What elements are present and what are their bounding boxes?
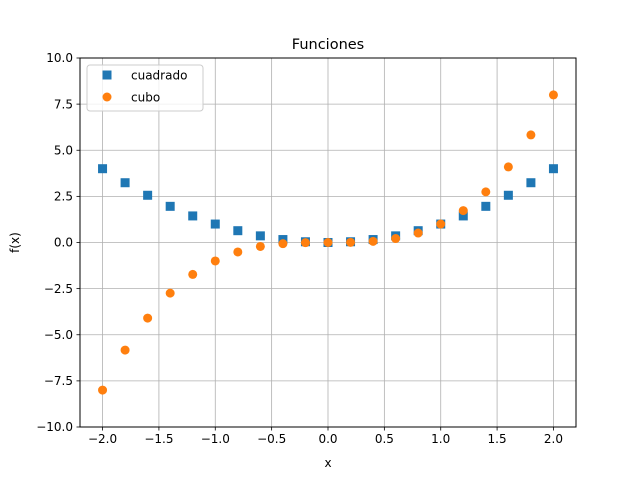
data-point-cubo xyxy=(188,269,198,279)
data-point-cuadrado xyxy=(143,190,153,200)
y-tick-label: −7.5 xyxy=(44,374,73,388)
data-point-cubo xyxy=(458,206,468,216)
x-tick-label: −1.0 xyxy=(201,432,230,446)
legend: cuadrado cubo xyxy=(86,64,204,112)
y-tick-label: −2.5 xyxy=(44,282,73,296)
data-point-cuadrado xyxy=(165,201,175,211)
legend-label-cubo: cubo xyxy=(131,91,160,105)
x-axis-label: x xyxy=(324,456,331,470)
y-tick-label: 0.0 xyxy=(54,236,73,250)
chart-title: Funciones xyxy=(292,37,364,53)
y-axis-label: f(x) xyxy=(8,232,22,253)
legend-label-cuadrado: cuadrado xyxy=(131,69,187,83)
data-point-cuadrado xyxy=(255,231,265,241)
data-points xyxy=(98,90,558,395)
x-tick-label: 1.5 xyxy=(488,432,507,446)
x-tick-label: 0.0 xyxy=(318,432,337,446)
x-tick-label: −0.5 xyxy=(257,432,286,446)
legend-marker-cuadrado xyxy=(102,70,112,80)
y-tick-label: −5.0 xyxy=(44,328,73,342)
data-point-cuadrado xyxy=(548,164,558,174)
data-point-cubo xyxy=(143,313,153,323)
data-point-cubo xyxy=(526,130,536,140)
x-tick-label: 0.5 xyxy=(375,432,394,446)
y-tick-label: 10.0 xyxy=(46,51,73,65)
data-point-cubo xyxy=(368,236,378,246)
data-point-cuadrado xyxy=(503,190,513,200)
data-point-cubo xyxy=(210,256,220,266)
data-point-cuadrado xyxy=(233,226,243,236)
x-axis-ticks: −2.0 −1.5 −1.0 −0.5 0.0 0.5 1.0 1.5 2.0 xyxy=(88,427,563,446)
data-point-cubo xyxy=(300,238,310,248)
x-tick-label: −2.0 xyxy=(88,432,117,446)
data-point-cubo xyxy=(503,162,513,172)
data-point-cubo xyxy=(548,90,558,100)
data-point-cubo xyxy=(120,345,130,355)
data-point-cuadrado xyxy=(481,201,491,211)
data-point-cubo xyxy=(98,385,108,395)
y-tick-label: 7.5 xyxy=(54,97,73,111)
data-point-cubo xyxy=(323,238,333,247)
data-point-cubo xyxy=(278,239,288,249)
data-point-cubo xyxy=(233,247,243,257)
x-tick-label: −1.5 xyxy=(144,432,173,446)
data-point-cubo xyxy=(436,219,446,229)
data-point-cubo xyxy=(165,288,175,298)
y-axis-ticks: −10.0 −7.5 −5.0 −2.5 0.0 2.5 5.0 7.5 10.0 xyxy=(36,51,80,434)
data-point-cuadrado xyxy=(98,164,108,174)
series-cubo xyxy=(98,90,558,395)
data-point-cuadrado xyxy=(188,211,198,221)
data-point-cubo xyxy=(391,234,401,244)
data-point-cuadrado xyxy=(526,178,536,188)
data-point-cubo xyxy=(346,237,356,247)
data-point-cubo xyxy=(413,228,423,238)
legend-marker-cubo xyxy=(102,92,112,102)
x-tick-label: 1.0 xyxy=(431,432,450,446)
data-point-cuadrado xyxy=(210,219,220,229)
legend-frame xyxy=(86,64,204,112)
data-point-cubo xyxy=(255,241,265,251)
y-tick-label: 2.5 xyxy=(54,190,73,204)
y-tick-label: 5.0 xyxy=(54,143,73,157)
y-tick-label: −10.0 xyxy=(36,420,73,434)
x-tick-label: 2.0 xyxy=(544,432,563,446)
data-point-cubo xyxy=(481,187,491,197)
data-point-cuadrado xyxy=(120,178,130,188)
data-point-cuadrado xyxy=(458,211,468,221)
